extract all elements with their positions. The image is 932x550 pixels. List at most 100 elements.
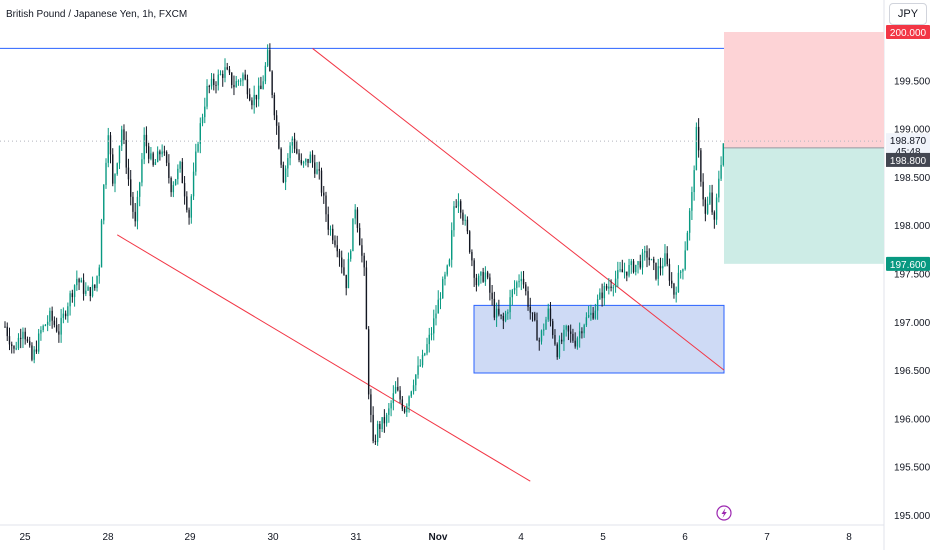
candle-body [44, 324, 47, 326]
candle-body [394, 386, 397, 394]
candle-body [206, 86, 208, 107]
candle-body [237, 80, 240, 82]
candle-body [592, 312, 594, 319]
candle-body [543, 329, 545, 331]
candle-body [489, 277, 491, 293]
trend-line-lower[interactable] [116, 234, 531, 482]
take-profit-tag-bg [886, 25, 930, 39]
candle-body [307, 158, 309, 163]
candle-body [424, 353, 426, 355]
candle-body [601, 292, 603, 299]
candle-body [181, 161, 184, 184]
candle-body [109, 135, 112, 155]
candle-body [152, 153, 154, 165]
candle-body [403, 408, 406, 413]
candle-body [534, 313, 536, 321]
candle-body [477, 275, 480, 286]
candle-body [493, 298, 496, 318]
candle-body [484, 272, 487, 282]
candle-body [473, 260, 475, 278]
candle-body [419, 365, 421, 367]
lightning-icon-glyph [721, 508, 727, 518]
candle-body [599, 292, 601, 300]
candle-body [675, 292, 677, 295]
candle-body [318, 169, 320, 171]
candle-body [587, 315, 590, 318]
candle-body [576, 338, 579, 347]
candle-body [442, 279, 444, 299]
candle-body [457, 201, 460, 207]
candle-body [13, 345, 15, 349]
candle-body [630, 261, 632, 266]
candle-body [64, 313, 67, 317]
stop-loss-tag-bg [886, 256, 930, 271]
candle-body [28, 341, 31, 346]
candle-body [96, 276, 98, 289]
candle-body [248, 94, 251, 101]
candle-body [260, 85, 262, 90]
candle-body [711, 192, 713, 213]
stop-loss-tag: 197.600 [890, 260, 927, 271]
candle-body [545, 319, 547, 330]
candle-body [293, 138, 296, 149]
candle-body [278, 125, 280, 149]
candle-body [55, 324, 58, 332]
candle-body [623, 271, 626, 273]
y-tick-label: 195.000 [894, 511, 931, 522]
candle-body [22, 331, 24, 339]
candle-body [619, 269, 621, 271]
candle-body [334, 240, 336, 246]
candle-body [341, 257, 343, 268]
candle-body [284, 168, 287, 183]
candle-body [639, 261, 641, 268]
candle-body [556, 344, 558, 358]
take-profit-zone[interactable] [724, 32, 884, 148]
candle-body [464, 219, 466, 221]
currency-button[interactable]: JPY [889, 3, 927, 25]
candle-body [6, 326, 8, 337]
candle-body [585, 317, 588, 326]
candle-body [547, 308, 549, 320]
candle-body [637, 261, 639, 265]
candle-body [213, 78, 215, 85]
candle-body [8, 336, 11, 345]
candle-body [76, 278, 78, 286]
candle-body [385, 414, 388, 424]
stop-loss-zone[interactable] [724, 147, 884, 264]
candle-body [190, 196, 193, 218]
candle-body [323, 192, 325, 196]
candle-body [502, 315, 505, 321]
candle-body [163, 151, 166, 153]
candle-body [686, 232, 689, 251]
y-tick-label: 196.500 [894, 366, 931, 377]
candle-body [388, 408, 390, 415]
candle-body [69, 293, 71, 307]
candle-body [498, 308, 500, 315]
candle-body [702, 181, 704, 200]
candle-body [666, 253, 668, 265]
candle-body [289, 145, 291, 159]
candle-body [53, 320, 56, 325]
candle-body [653, 259, 655, 263]
candle-body [329, 228, 332, 230]
candle-body [275, 115, 278, 126]
candle-body [280, 148, 282, 165]
candle-body [693, 170, 695, 193]
candle-body [370, 394, 372, 415]
candle-body [269, 50, 271, 72]
x-tick-label: 8 [846, 532, 852, 543]
candle-body [356, 209, 359, 228]
candle-body [62, 313, 65, 318]
entry-tag-bg [886, 152, 930, 167]
candle-body [154, 162, 157, 165]
candle-body [650, 259, 653, 261]
trend-line-upper[interactable] [312, 48, 725, 371]
y-tick-label: 199.000 [894, 125, 931, 136]
candle-body [172, 185, 175, 193]
candle-body [516, 282, 518, 288]
demand-zone-box[interactable] [473, 304, 725, 374]
candle-body [305, 158, 307, 162]
candle-body [540, 330, 543, 342]
candle-body [244, 74, 246, 80]
